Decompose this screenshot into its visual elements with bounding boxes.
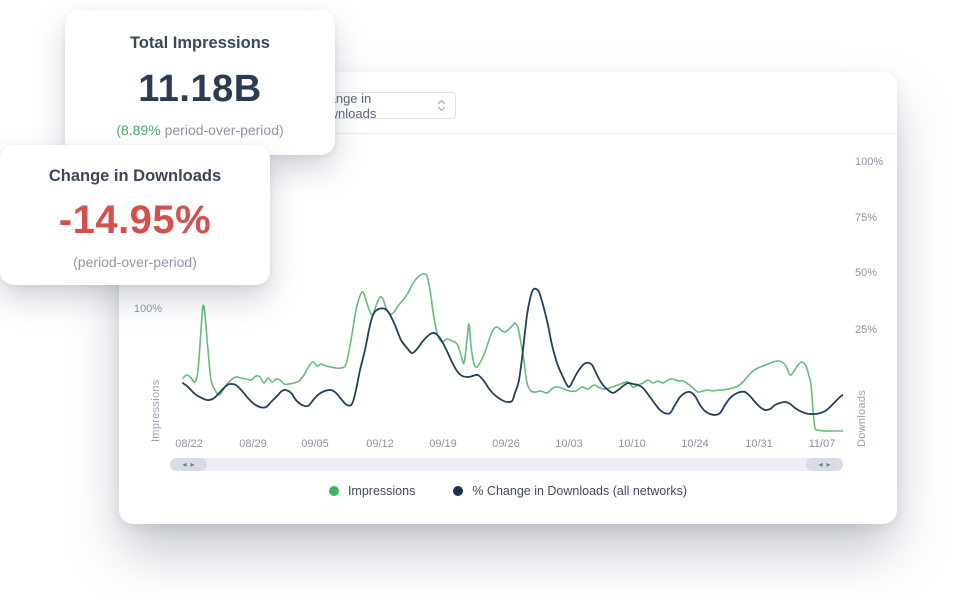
line-chart-plot <box>182 273 843 432</box>
x-tick-label: 10/03 <box>555 438 583 450</box>
x-axis-ticks: 08/22 08/29 09/05 09/12 09/19 09/26 10/03 10/10… <box>175 438 843 452</box>
scroll-left-arrow-icon[interactable]: ◂ <box>182 460 187 469</box>
right-axis-tick-25: 25% <box>855 324 878 336</box>
impressions-line <box>182 273 843 432</box>
scrollbar-right-handle[interactable]: ◂ ▸ <box>806 458 843 471</box>
x-tick-label: 08/29 <box>239 438 267 450</box>
downloads-change-dot-icon <box>453 486 464 496</box>
scrollbar-left-handle[interactable]: ◂ ▸ <box>170 458 207 471</box>
chart-scrollbar-track[interactable]: ◂ ▸ ◂ ▸ <box>170 458 843 471</box>
period-change-value: (8.89% <box>116 122 161 138</box>
legend-label: Impressions <box>347 484 416 498</box>
card-subtext: (period-over-period) <box>0 254 270 270</box>
legend-label: % Change in Downloads (all networks) <box>472 484 688 498</box>
selector-icon <box>437 100 446 111</box>
x-tick-label: 11/07 <box>808 438 836 450</box>
x-tick-label: 09/05 <box>301 438 329 450</box>
card-subtext: (8.89% period-over-period) <box>65 122 335 138</box>
chart-legend: Impressions % Change in Downloads (all n… <box>119 484 897 498</box>
card-title: Change in Downloads <box>48 167 222 185</box>
right-axis-tick-100: 100% <box>855 156 884 168</box>
scroll-left-arrow-icon[interactable]: ◂ <box>818 460 823 469</box>
period-change-caption: (period-over-period) <box>73 254 197 270</box>
card-value: 11.18B <box>138 68 262 110</box>
x-tick-label: 09/19 <box>429 438 457 450</box>
right-axis-title: Downloads <box>856 389 868 447</box>
total-impressions-card: Total Impressions 11.18B (8.89% period-o… <box>65 10 335 155</box>
impressions-dot-icon <box>328 486 339 496</box>
change-in-downloads-card: Change in Downloads -14.95% (period-over… <box>0 145 270 285</box>
right-axis-tick-75: 75% <box>855 212 878 224</box>
legend-item-impressions[interactable]: Impressions <box>328 484 416 498</box>
left-axis-tick-100: 100% <box>133 303 162 315</box>
card-value: -14.95% <box>58 198 212 242</box>
scroll-right-arrow-icon[interactable]: ▸ <box>826 460 831 469</box>
x-tick-label: 08/22 <box>175 438 203 450</box>
x-tick-label: 10/24 <box>681 438 709 450</box>
x-tick-label: 10/31 <box>745 438 773 450</box>
right-axis-tick-50: 50% <box>855 267 878 279</box>
x-tick-label: 09/26 <box>492 438 520 450</box>
card-title: Total Impressions <box>130 34 270 52</box>
x-tick-label: 10/10 <box>618 438 646 450</box>
x-tick-label: 09/12 <box>366 438 394 450</box>
left-axis-title: Impressions <box>150 379 162 442</box>
downloads-change-line <box>182 287 843 416</box>
legend-item-downloads-change[interactable]: % Change in Downloads (all networks) <box>453 484 687 498</box>
scroll-right-arrow-icon[interactable]: ▸ <box>190 460 195 469</box>
period-change-caption: period-over-period) <box>160 122 284 138</box>
